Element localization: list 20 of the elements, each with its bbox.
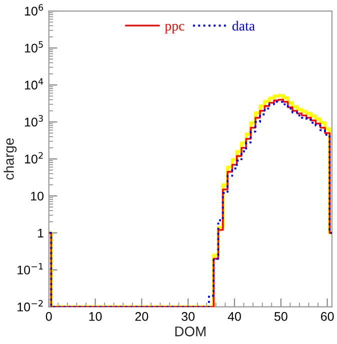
x-tick-label: 60 (320, 312, 334, 321)
x-tick-label: 0 (46, 312, 52, 321)
legend-label: data (232, 20, 255, 31)
y-tick-label: 10$^{4}$ (24, 78, 44, 90)
y-tick-label: 10 (31, 192, 44, 201)
y-tick-label: 10$^{2}$ (24, 152, 43, 164)
x-tick-label: 40 (228, 312, 241, 321)
y-axis-title: charge (4, 138, 17, 180)
x-tick-label: 50 (274, 312, 288, 321)
y-tick-label: 10$^{−1}$ (18, 263, 43, 274)
y-tick-label: 10$^{6}$ (24, 4, 44, 16)
legend-label: ppc (164, 24, 184, 34)
y-tick-label: 10$^{−2}$ (18, 300, 43, 312)
x-tick-label: 20 (135, 312, 148, 321)
x-tick-label: 30 (182, 312, 195, 321)
y-tick-label: 1 (38, 228, 44, 238)
y-tick-label: 10$^{3}$ (24, 115, 43, 127)
x-tick-label: 10 (89, 312, 102, 321)
y-tick-label: 10$^{5}$ (24, 41, 43, 53)
x-axis-title: DOM (175, 326, 206, 336)
